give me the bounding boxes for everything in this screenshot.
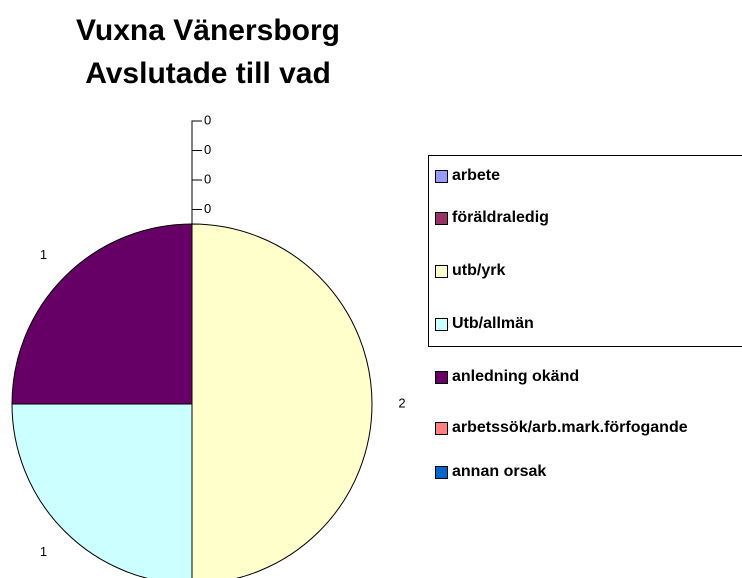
pie-slice [191, 223, 373, 578]
leader-line [191, 209, 202, 224]
legend-label: utb/yrk [452, 262, 506, 279]
legend-item: anledning okänd [435, 367, 705, 386]
legend-label: anledning okänd [452, 368, 580, 385]
data-label: 0 [204, 142, 211, 157]
data-label: 2 [398, 395, 405, 410]
data-label: 0 [204, 112, 211, 127]
legend-item: arbete [435, 166, 705, 185]
legend-swatch [435, 466, 448, 479]
legend-item: Utb/allmän [435, 314, 705, 333]
chart-title: Avslutade till vad [85, 57, 331, 90]
legend: arbete föräldraledig utb/yrk Utb/allmän anle… [428, 155, 742, 480]
pie-slice [11, 223, 193, 405]
legend-item: föräldraledig [435, 208, 705, 227]
legend-item: utb/yrk [435, 261, 705, 280]
legend-swatch [435, 212, 448, 225]
leader-line [191, 150, 202, 224]
data-label: 1 [40, 247, 47, 262]
legend-swatch [435, 170, 448, 183]
legend-label: annan orsak [452, 463, 547, 480]
chart-title: Vuxna Vänersborg [76, 14, 340, 47]
data-label: 1 [40, 544, 47, 559]
legend-item: arbetssök/arb.mark.förfogande [435, 418, 705, 437]
data-label: 0 [204, 201, 211, 216]
legend-label: arbete [452, 167, 501, 184]
pie-slice [11, 403, 193, 578]
legend-label: Utb/allmän [452, 315, 534, 332]
data-label: 0 [204, 171, 211, 186]
legend-swatch [435, 422, 448, 435]
legend-label: arbetssök/arb.mark.förfogande [452, 419, 688, 436]
legend-swatch [435, 371, 448, 384]
leader-line [191, 120, 202, 224]
legend-swatch [435, 265, 448, 278]
legend-item: annan orsak [435, 462, 705, 481]
legend-label: föräldraledig [452, 209, 549, 226]
leader-line [191, 179, 202, 224]
legend-swatch [435, 318, 448, 331]
